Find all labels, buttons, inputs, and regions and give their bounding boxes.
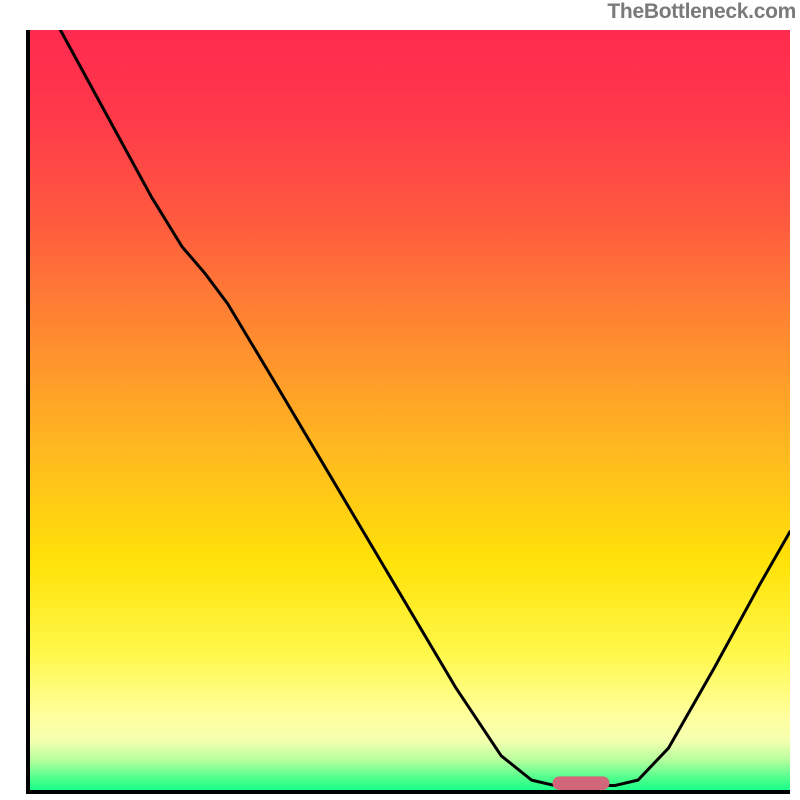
- chart-svg: [30, 30, 790, 790]
- y-axis: [26, 30, 30, 794]
- chart-container: TheBottleneck.com: [0, 0, 800, 800]
- plot-area: [30, 30, 790, 790]
- x-axis: [26, 790, 790, 794]
- attribution-text: TheBottleneck.com: [607, 0, 796, 24]
- optimal-marker: [553, 776, 610, 790]
- bottleneck-curve: [60, 30, 790, 785]
